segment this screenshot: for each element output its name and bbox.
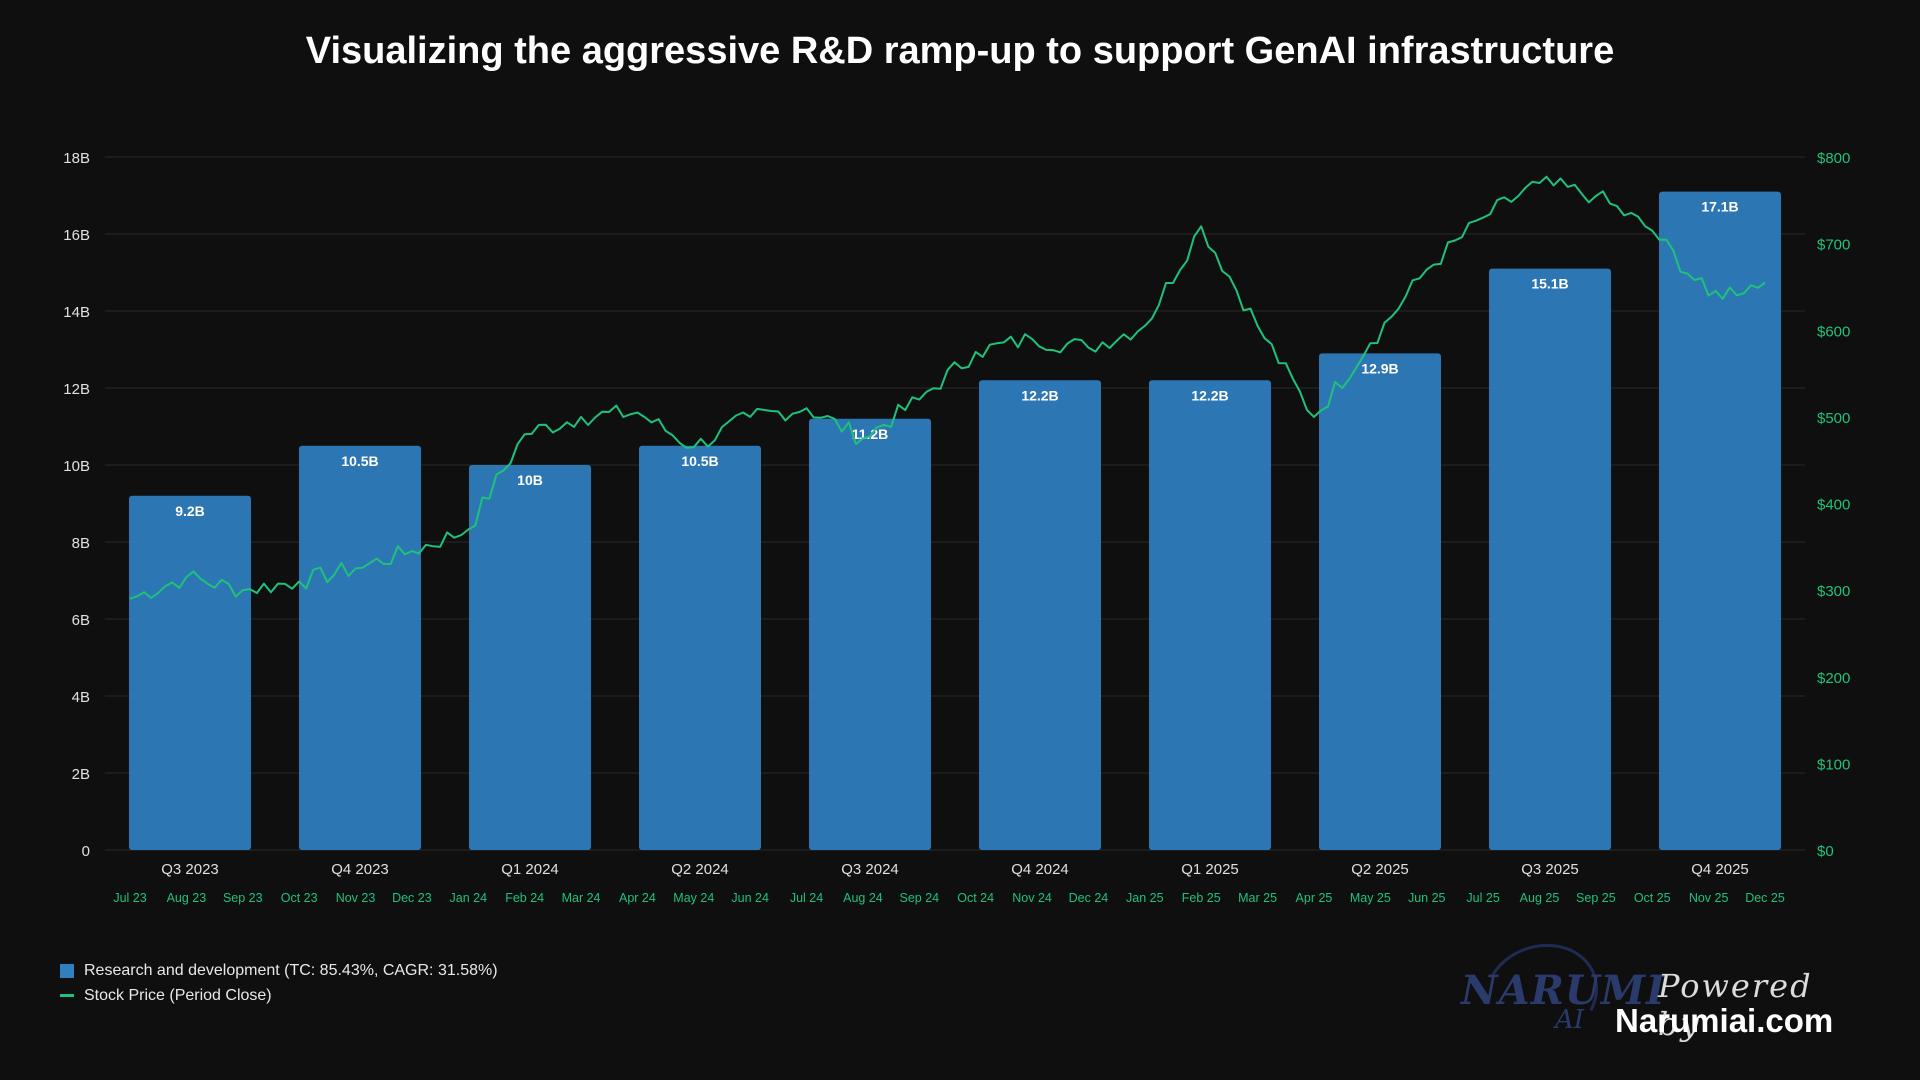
bar-data-label: 10.5B	[341, 453, 378, 469]
chart-title: Visualizing the aggressive R&D ramp-up t…	[305, 30, 1615, 72]
left-tick-label: 16B	[63, 227, 90, 244]
bar-data-label: 12.2B	[1021, 387, 1058, 403]
branding: NARUMI AI Powered by Narumiai.com	[1455, 928, 1855, 1060]
month-tick-label: Mar 24	[562, 891, 601, 905]
narumi-logo: NARUMI AI	[1455, 928, 1665, 1060]
right-tick-label: $500	[1817, 410, 1850, 427]
category-tick-label: Q3 2023	[161, 861, 219, 878]
left-tick-label: 14B	[63, 304, 90, 321]
month-tick-label: Nov 25	[1689, 891, 1729, 905]
bar	[299, 445, 421, 850]
month-tick-label: May 24	[673, 891, 714, 905]
right-tick-label: $800	[1817, 150, 1850, 167]
month-tick-label: Feb 24	[505, 891, 544, 905]
month-tick-label: Dec 24	[1069, 891, 1109, 905]
month-tick-label: Feb 25	[1182, 891, 1221, 905]
right-tick-label: $300	[1817, 583, 1850, 600]
month-tick-label: Apr 24	[619, 891, 656, 905]
bar-data-label: 10.5B	[681, 453, 718, 469]
bar	[1659, 191, 1781, 850]
bar	[1319, 353, 1441, 850]
legend-item-stock[interactable]: Stock Price (Period Close)	[60, 983, 498, 1008]
category-tick-label: Q2 2025	[1351, 861, 1409, 878]
left-tick-label: 6B	[72, 612, 90, 629]
month-tick-label: Aug 24	[843, 891, 883, 905]
bar	[129, 495, 251, 850]
bar-data-label: 10B	[517, 472, 543, 488]
right-tick-label: $0	[1817, 843, 1834, 860]
bar-data-label: 15.1B	[1531, 276, 1568, 292]
category-tick-label: Q3 2025	[1521, 861, 1579, 878]
bar-data-label: 12.2B	[1191, 387, 1228, 403]
bar-data-label: 12.9B	[1361, 360, 1398, 376]
right-tick-label: $600	[1817, 323, 1850, 340]
category-tick-label: Q4 2024	[1011, 861, 1069, 878]
category-tick-label: Q4 2023	[331, 861, 389, 878]
category-tick-label: Q1 2025	[1181, 861, 1239, 878]
bar	[469, 465, 591, 850]
month-tick-label: Jan 25	[1126, 891, 1164, 905]
month-tick-label: Apr 25	[1296, 891, 1333, 905]
category-tick-label: Q2 2024	[671, 861, 729, 878]
month-tick-label: Jul 24	[790, 891, 823, 905]
month-tick-label: Sep 25	[1576, 891, 1616, 905]
bar	[979, 380, 1101, 850]
bar-data-label: 11.2B	[852, 426, 889, 442]
legend: Research and development (TC: 85.43%, CA…	[60, 958, 498, 1008]
right-tick-label: $400	[1817, 497, 1850, 514]
month-tick-label: Aug 25	[1520, 891, 1560, 905]
bar-data-label: 9.2B	[175, 503, 205, 519]
logo-sub: AI	[1555, 1005, 1585, 1035]
month-tick-label: Mar 25	[1238, 891, 1277, 905]
legend-item-rnd[interactable]: Research and development (TC: 85.43%, CA…	[60, 958, 498, 983]
month-tick-label: Oct 23	[281, 891, 318, 905]
bar	[639, 445, 761, 850]
month-tick-label: Sep 24	[899, 891, 939, 905]
right-tick-label: $200	[1817, 670, 1850, 687]
legend-swatch-bar	[60, 963, 74, 978]
month-tick-label: May 25	[1350, 891, 1391, 905]
month-tick-label: Dec 23	[392, 891, 432, 905]
month-tick-label: Jun 24	[731, 891, 769, 905]
month-tick-label: Jul 25	[1466, 891, 1499, 905]
legend-label-stock: Stock Price (Period Close)	[84, 986, 272, 1004]
category-tick-label: Q1 2024	[501, 861, 559, 878]
stock-price-line	[129, 175, 1766, 600]
month-tick-label: Oct 24	[957, 891, 994, 905]
month-tick-label: Oct 25	[1634, 891, 1671, 905]
left-tick-label: 10B	[63, 458, 90, 475]
left-tick-label: 0	[82, 843, 90, 860]
logo-text: NARUMI	[1461, 967, 1666, 1014]
left-tick-label: 8B	[72, 535, 90, 552]
month-tick-label: Aug 23	[167, 891, 207, 905]
bar	[1489, 268, 1611, 850]
right-tick-label: $100	[1817, 756, 1850, 773]
powered-by-text: Powered by	[1658, 967, 1813, 1043]
left-tick-label: 18B	[63, 150, 90, 167]
category-tick-label: Q3 2024	[841, 861, 899, 878]
category-tick-label: Q4 2025	[1691, 861, 1749, 878]
month-tick-label: Dec 25	[1745, 891, 1785, 905]
month-tick-label: Jul 23	[113, 891, 146, 905]
bar	[1149, 380, 1271, 850]
month-tick-label: Jun 25	[1408, 891, 1446, 905]
month-tick-label: Sep 23	[223, 891, 263, 905]
legend-label-rnd: Research and development (TC: 85.43%, CA…	[84, 961, 498, 979]
month-tick-label: Nov 24	[1012, 891, 1052, 905]
bar	[809, 418, 931, 850]
month-tick-label: Nov 23	[336, 891, 376, 905]
left-tick-label: 4B	[72, 689, 90, 706]
left-tick-label: 2B	[72, 766, 90, 783]
month-tick-label: Jan 24	[450, 891, 488, 905]
legend-swatch-line	[60, 994, 74, 997]
right-tick-label: $700	[1817, 237, 1850, 254]
bar-data-label: 17.1B	[1701, 199, 1738, 215]
left-tick-label: 12B	[63, 381, 90, 398]
site-link[interactable]: Narumiai.com	[1615, 1002, 1834, 1039]
